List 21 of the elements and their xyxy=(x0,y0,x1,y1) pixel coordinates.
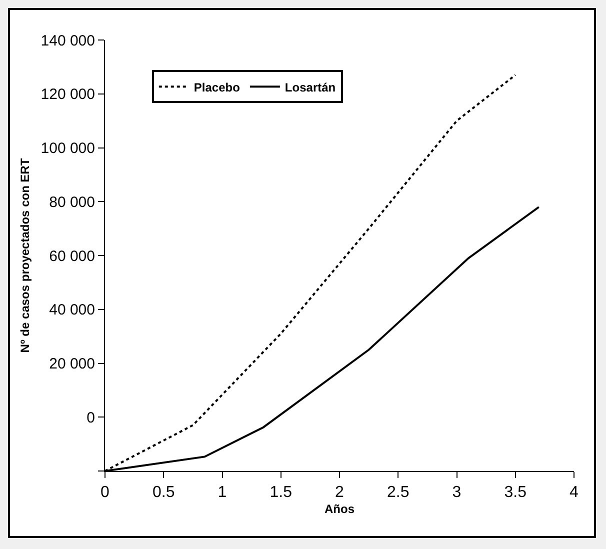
legend-label: Placebo xyxy=(194,80,240,94)
x-tick-label: 0 xyxy=(100,484,110,502)
y-tick-label: 100 000 xyxy=(40,140,95,157)
y-tick-label: 60 000 xyxy=(49,248,95,265)
x-tick-label: 1 xyxy=(218,484,227,502)
x-tick-label: 3.5 xyxy=(504,484,527,502)
x-tick-label: 3 xyxy=(452,484,462,502)
x-tick-label: 1.5 xyxy=(270,484,292,502)
x-axis-title: Años xyxy=(324,502,355,516)
y-tick-label: 20 000 xyxy=(49,356,95,372)
y-tick-label: 140 000 xyxy=(40,32,95,50)
x-tick-label: 0.5 xyxy=(152,484,175,502)
y-tick-label: 120 000 xyxy=(40,86,95,104)
y-tick-label: 40 000 xyxy=(49,302,95,319)
y-axis-title: Nº de casos proyectados con ERT xyxy=(18,158,32,353)
y-tick-label: 0 xyxy=(86,409,95,426)
legend-label: Losartán xyxy=(284,80,336,94)
x-tick-label: 2 xyxy=(335,484,344,502)
x-tick-label: 2.5 xyxy=(387,484,410,502)
y-tick-label: 80 000 xyxy=(49,194,95,211)
x-tick-label: 4 xyxy=(570,484,579,502)
